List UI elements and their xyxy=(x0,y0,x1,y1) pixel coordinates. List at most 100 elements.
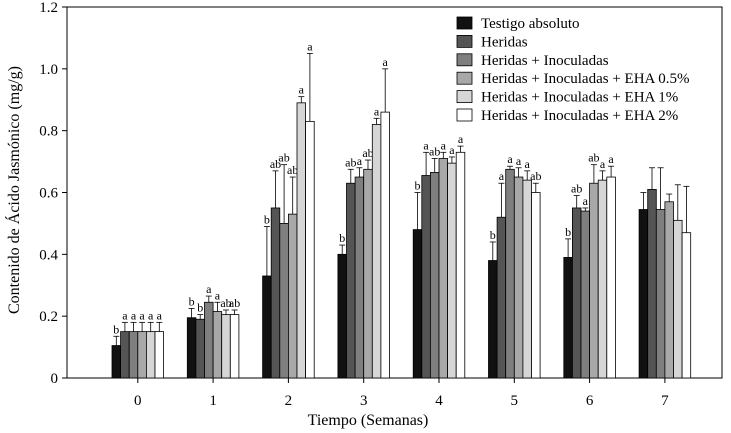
significance-letter: a xyxy=(608,152,614,166)
legend-swatch xyxy=(456,35,473,48)
significance-letter: a xyxy=(374,104,380,118)
significance-letter: a xyxy=(583,194,589,208)
legend-swatch xyxy=(456,53,473,67)
significance-letter: b xyxy=(339,231,345,245)
x-tick-label: 5 xyxy=(511,393,519,409)
significance-letter: ab xyxy=(287,163,298,177)
bar xyxy=(455,151,466,379)
bar xyxy=(305,120,315,379)
significance-letter: b xyxy=(113,322,119,336)
bar xyxy=(380,111,390,379)
bar xyxy=(438,158,449,379)
x-tick-label: 3 xyxy=(360,393,368,409)
y-tick-label: 0.6 xyxy=(39,186,58,202)
legend-entry: Heridas xyxy=(481,34,528,50)
significance-letter: a xyxy=(449,143,455,157)
bar xyxy=(563,257,573,379)
x-axis-title: Tiempo (Semanas) xyxy=(308,412,429,429)
significance-letter: a xyxy=(299,83,305,97)
bar xyxy=(204,301,214,379)
significance-letter: b xyxy=(264,213,270,227)
x-tick-label: 7 xyxy=(661,393,669,409)
bar xyxy=(337,253,347,379)
significance-letter: ab xyxy=(588,151,599,165)
legend-entry: Heridas + Inoculadas + EHA 1% xyxy=(481,90,678,106)
bar xyxy=(221,314,231,379)
plot-area-frame xyxy=(66,6,723,379)
bar xyxy=(606,176,616,379)
bar xyxy=(647,189,657,379)
x-tick-label: 0 xyxy=(134,393,142,409)
legend-entry: Heridas + Inoculadas + EHA 0.5% xyxy=(481,71,690,87)
significance-letter: ab xyxy=(429,144,440,158)
bar xyxy=(154,331,165,379)
significance-letter: a xyxy=(383,55,389,69)
significance-letter: a xyxy=(357,154,363,168)
bar xyxy=(673,219,683,379)
significance-letter: a xyxy=(157,308,163,322)
significance-letter: a xyxy=(215,288,221,302)
bar xyxy=(522,179,532,379)
bar xyxy=(505,168,515,379)
bar xyxy=(363,168,373,379)
significance-letter: ab xyxy=(571,182,582,196)
bar xyxy=(279,223,289,379)
x-tick-label: 6 xyxy=(586,393,594,409)
significance-letter: b xyxy=(189,294,195,308)
legend-swatch xyxy=(456,90,473,103)
bar xyxy=(421,175,431,379)
significance-letter: a xyxy=(441,138,447,152)
significance-letter: a xyxy=(600,157,606,171)
bar xyxy=(371,124,382,379)
bar xyxy=(111,345,122,379)
bar xyxy=(270,207,281,379)
bar xyxy=(296,102,307,379)
x-tick-label: 1 xyxy=(209,393,217,409)
significance-letter: b xyxy=(197,301,203,315)
significance-letter: b xyxy=(490,228,496,242)
legend-entry: Heridas + Inoculadas + EHA 2% xyxy=(481,108,678,124)
bar xyxy=(447,162,457,379)
bar xyxy=(346,182,356,379)
significance-letter: ab xyxy=(530,169,541,183)
significance-letter: a xyxy=(307,39,313,53)
bar xyxy=(229,314,240,379)
y-tick-label: 1.2 xyxy=(39,0,58,16)
y-tick-label: 0.2 xyxy=(39,309,58,325)
significance-letter: a xyxy=(206,282,212,296)
bar xyxy=(597,179,608,379)
significance-letter: ab xyxy=(270,157,281,171)
significance-letter: a xyxy=(516,154,522,168)
y-tick-label: 1.0 xyxy=(39,62,58,78)
significance-letter: a xyxy=(525,157,531,171)
bar xyxy=(638,209,649,379)
bar xyxy=(186,317,197,379)
bar xyxy=(589,182,599,379)
bar xyxy=(531,192,541,379)
bar xyxy=(496,216,507,379)
bar xyxy=(513,176,524,379)
y-tick-label: 0 xyxy=(51,371,59,387)
significance-letter: b xyxy=(415,179,421,193)
bar xyxy=(120,331,130,379)
bar xyxy=(145,331,156,379)
bar xyxy=(681,232,692,379)
bar xyxy=(572,207,582,379)
x-tick-label: 2 xyxy=(285,393,293,409)
y-tick-label: 0.4 xyxy=(39,247,58,263)
legend: Testigo absoluto Heridas Heridas + Inocula… xyxy=(456,16,690,124)
bar xyxy=(488,260,498,379)
significance-letter: ab xyxy=(278,151,289,165)
bar xyxy=(212,311,223,379)
axes-layer: 0 0.2 0.4 0.6 0.8 1.0 1.2 0 1 2 3 4 5 6 7 xyxy=(39,0,669,409)
bar xyxy=(429,172,440,379)
legend-entry: Heridas + Inoculadas xyxy=(481,53,609,69)
x-tick-label: 4 xyxy=(435,393,443,409)
significance-letter: a xyxy=(122,308,128,322)
bar xyxy=(195,318,205,379)
legend-entry: Testigo absoluto xyxy=(481,16,580,32)
significance-letter: ab xyxy=(220,296,231,310)
significance-letter: a xyxy=(458,132,464,146)
significance-letter: ab xyxy=(229,296,240,310)
